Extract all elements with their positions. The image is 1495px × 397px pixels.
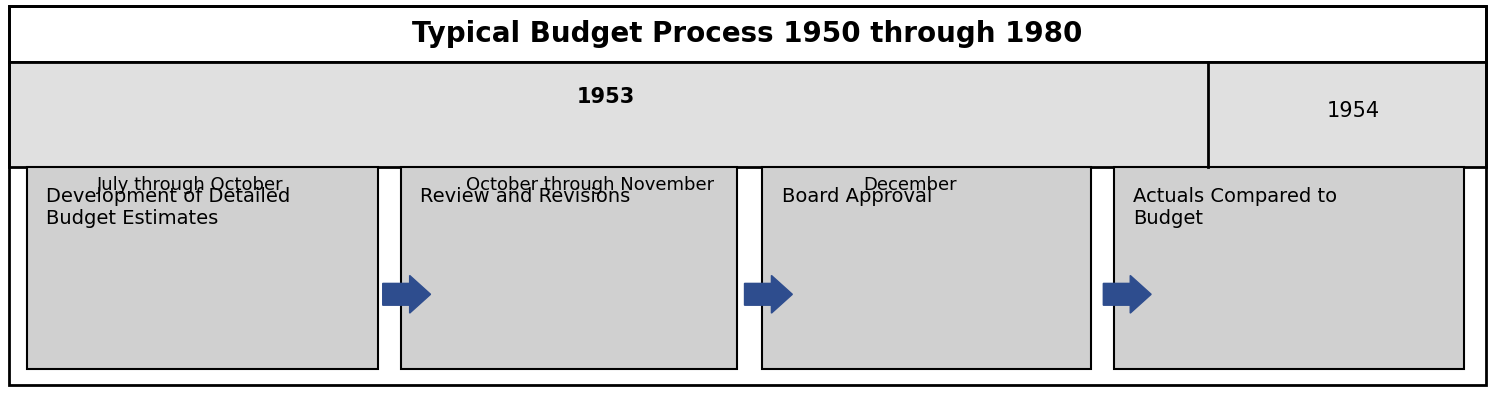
- Text: October through November: October through November: [466, 175, 715, 194]
- Text: 1954: 1954: [1326, 101, 1380, 121]
- FancyBboxPatch shape: [9, 6, 1486, 62]
- FancyArrow shape: [1103, 276, 1151, 313]
- FancyBboxPatch shape: [1114, 167, 1464, 369]
- FancyBboxPatch shape: [401, 167, 737, 369]
- FancyBboxPatch shape: [27, 167, 378, 369]
- Text: Development of Detailed
Budget Estimates: Development of Detailed Budget Estimates: [46, 187, 290, 227]
- Text: Typical Budget Process 1950 through 1980: Typical Budget Process 1950 through 1980: [413, 20, 1082, 48]
- FancyBboxPatch shape: [9, 62, 1486, 167]
- Text: Board Approval: Board Approval: [782, 187, 933, 206]
- FancyArrow shape: [383, 276, 431, 313]
- Text: Review and Revisions: Review and Revisions: [420, 187, 631, 206]
- Text: 1953: 1953: [577, 87, 634, 107]
- Text: July through October: July through October: [97, 175, 283, 194]
- FancyBboxPatch shape: [762, 167, 1091, 369]
- FancyArrow shape: [745, 276, 792, 313]
- Text: December: December: [864, 175, 957, 194]
- Text: Actuals Compared to
Budget: Actuals Compared to Budget: [1133, 187, 1338, 227]
